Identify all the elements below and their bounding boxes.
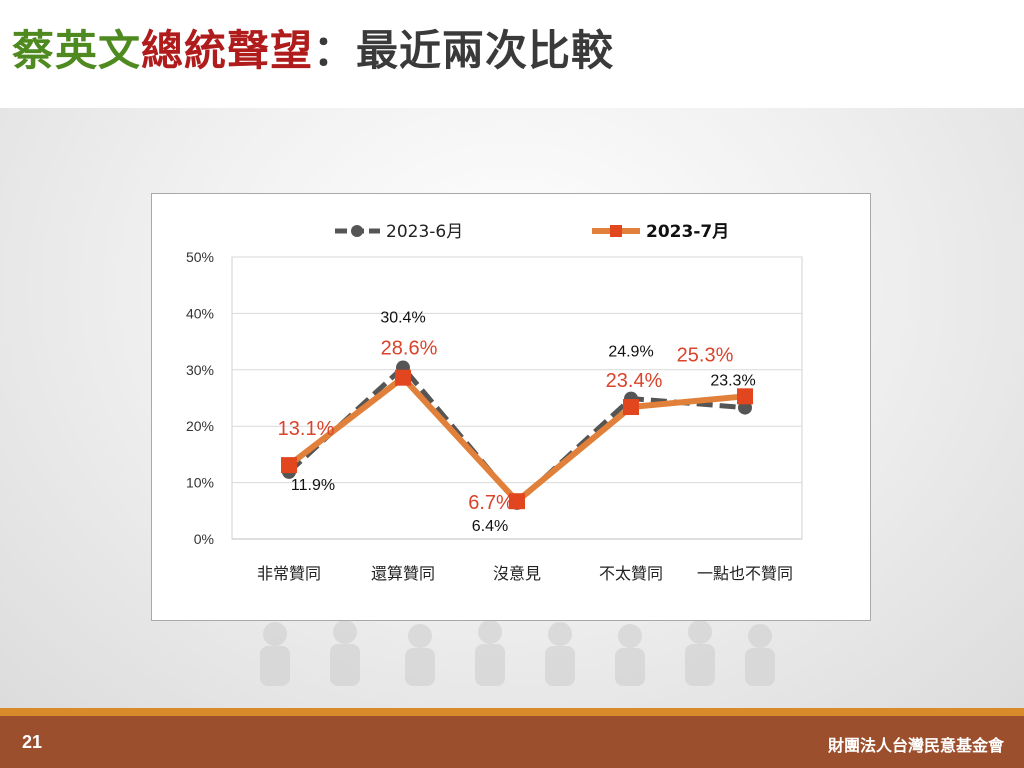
data-label-june: 11.9% — [291, 477, 335, 494]
y-tick-label: 20% — [186, 418, 214, 434]
legend-label-july: 2023-7月 — [646, 222, 729, 242]
slide-title: 蔡英文總統聲望：最近兩次比較 — [12, 30, 614, 72]
page-number: 21 — [22, 732, 43, 752]
x-tick-label: 還算贊同 — [371, 564, 435, 583]
data-point-july — [737, 388, 753, 405]
footer-stripe — [0, 708, 1024, 716]
footer-bar — [0, 716, 1024, 768]
data-label-july: 23.4% — [606, 370, 663, 392]
x-tick-label: 一點也不贊同 — [697, 564, 793, 583]
data-label-july: 13.1% — [278, 418, 335, 440]
data-label-june: 30.4% — [380, 310, 425, 327]
organization-name: 財團法人台灣民意基金會 — [827, 736, 1004, 755]
data-label-july: 25.3% — [677, 344, 734, 366]
chart-frame: 0% 10% 20% 30% 40% 50% 非常贊同 還算贊同 沒意見 不太贊同 一點也不贊同 11… — [151, 193, 871, 621]
title-subtitle: ：最近兩次比較 — [313, 26, 615, 75]
legend-label-june: 2023-6月 — [386, 222, 463, 242]
y-tick-label: 40% — [186, 305, 214, 321]
x-tick-label: 不太贊同 — [599, 564, 663, 583]
x-tick-label: 沒意見 — [493, 564, 541, 583]
x-tick-label: 非常贊同 — [257, 564, 321, 583]
y-tick-label: 30% — [186, 362, 214, 378]
line-chart: 0% 10% 20% 30% 40% 50% 非常贊同 還算贊同 沒意見 不太贊同 一點也不贊同 11… — [186, 222, 803, 583]
title-name: 蔡英文 — [12, 26, 142, 75]
data-label-june: 24.9% — [608, 344, 653, 361]
data-point-july — [281, 457, 297, 474]
data-label-june: 6.4% — [472, 518, 508, 535]
y-tick-label: 10% — [186, 475, 214, 491]
legend-marker-july — [610, 225, 622, 237]
y-tick-label: 50% — [186, 249, 214, 265]
title-topic: 總統聲望 — [141, 26, 314, 75]
title-bar: 蔡英文總統聲望：最近兩次比較 — [0, 0, 1024, 108]
data-label-july: 6.7% — [468, 492, 514, 514]
data-point-july — [395, 369, 411, 386]
data-label-july: 28.6% — [381, 338, 438, 360]
data-label-june: 23.3% — [710, 373, 755, 390]
y-tick-label: 0% — [194, 531, 214, 547]
data-point-july — [509, 493, 525, 510]
data-point-july — [623, 399, 639, 416]
crowd-silhouette-decoration — [260, 620, 775, 686]
legend-marker-june — [351, 225, 363, 237]
